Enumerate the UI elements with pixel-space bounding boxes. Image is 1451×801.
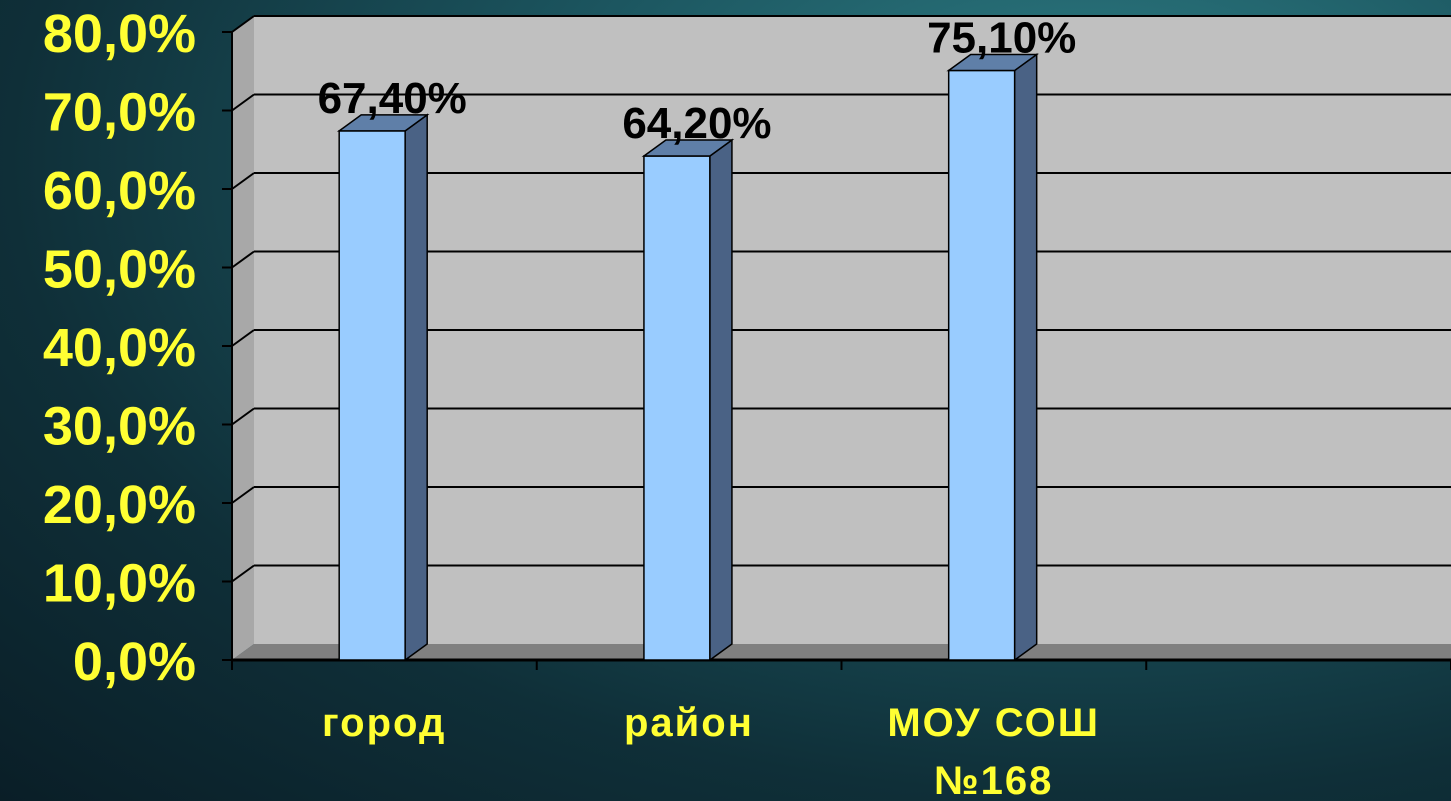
gridlines — [231, 15, 1451, 583]
bar-front — [643, 155, 711, 661]
bar-front — [947, 69, 1016, 661]
bars — [336, 52, 1039, 662]
data-label: 67,40% — [318, 74, 467, 123]
bar-front — [338, 130, 406, 661]
y-axis-tick-labels: 0,0% 10,0% 20,0% 30,0% 40,0% 50,0% 60,0% 70,0% 8… — [43, 4, 196, 692]
bar-side — [404, 113, 428, 662]
y-tick-label: 80,0% — [43, 4, 196, 64]
gridline-side — [231, 250, 255, 269]
gridline-side — [231, 172, 255, 190]
data-label: 75,10% — [927, 13, 1076, 62]
gridline-side — [231, 564, 255, 583]
y-tick-label: 30,0% — [43, 397, 196, 457]
x-axis-tick-labels: город район МОУ СОШ №168 — [322, 701, 1100, 801]
x-tick-label-line: МОУ СОШ — [887, 701, 1100, 745]
y-tick-label: 20,0% — [43, 475, 196, 535]
y-tick-label: 40,0% — [43, 318, 196, 378]
bar — [336, 113, 430, 662]
bar-top — [641, 139, 735, 157]
gridline-side — [231, 329, 255, 347]
gridline-side — [231, 407, 255, 426]
y-tick-label: 60,0% — [43, 161, 196, 221]
bar-side — [709, 138, 733, 662]
y-tick-label: 70,0% — [43, 83, 196, 143]
data-labels: 67,40% 64,20% 75,10% — [318, 13, 1077, 148]
x-tick-label: МОУ СОШ №168 — [887, 701, 1100, 801]
x-tick-label-line: №168 — [934, 759, 1053, 801]
x-tick-label: район — [624, 701, 754, 745]
gridline-side — [231, 93, 255, 112]
data-label: 64,20% — [622, 99, 771, 148]
y-tick-label: 10,0% — [43, 554, 196, 614]
x-tick-label: город — [322, 701, 446, 745]
x-tick-label-line: город — [322, 701, 446, 745]
y-tick-label: 50,0% — [43, 240, 196, 300]
gridline-side — [231, 486, 255, 504]
plot-floor — [232, 644, 1451, 660]
bar-top — [336, 114, 430, 132]
bar — [946, 52, 1039, 662]
bar-side — [1013, 52, 1038, 662]
y-tick-label: 0,0% — [73, 632, 196, 692]
bar — [641, 138, 735, 662]
gridline-side — [231, 15, 255, 33]
bar-top — [946, 53, 1039, 72]
x-tick-label-line: район — [624, 701, 754, 745]
axes — [222, 31, 1451, 670]
